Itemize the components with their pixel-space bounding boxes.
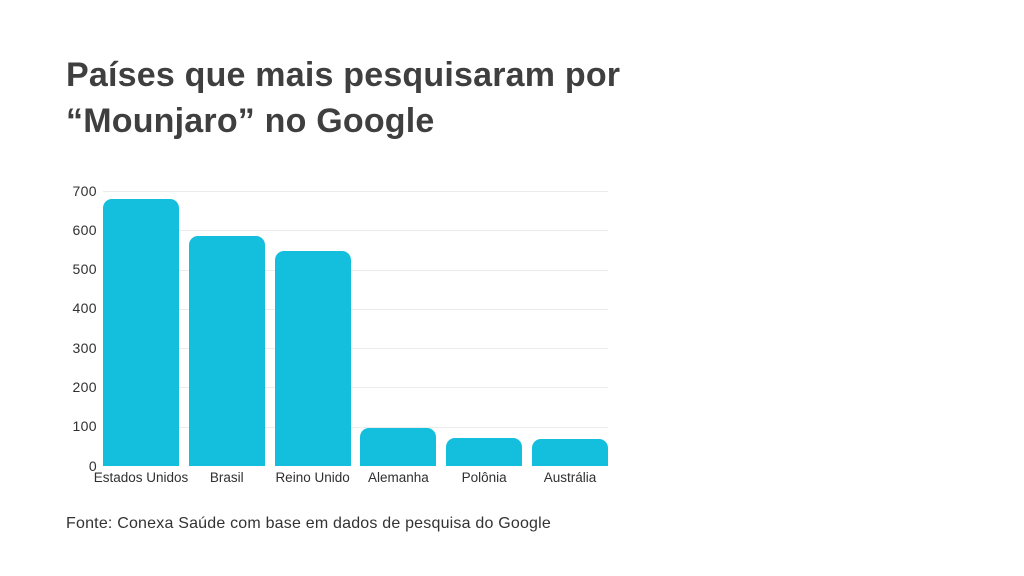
gridline-100: [103, 426, 608, 428]
x-tick-label-polonia: Polônia: [446, 470, 522, 485]
gridline-500: [103, 269, 608, 271]
x-axis: Estados Unidos Brasil Reino Unido Alemanha P…: [94, 470, 608, 485]
gridline-400: [103, 308, 608, 310]
x-tick-label-brasil: Brasil: [189, 470, 265, 485]
bar-brasil: [188, 236, 265, 466]
bars: [103, 191, 608, 466]
y-tick-label-0: 0: [88, 457, 97, 474]
x-tick-label-text: Polônia: [461, 470, 507, 485]
y-tick-label-200: 200: [72, 378, 97, 395]
gridline-200: [103, 387, 608, 389]
y-tick-label-400: 400: [72, 300, 97, 317]
y-tick-label-600: 600: [72, 221, 97, 238]
gridline-700: [103, 191, 608, 192]
y-tick-label-500: 500: [72, 261, 97, 278]
chart-title-line1: Países que mais pesquisaram por: [66, 56, 621, 94]
x-tick-label-alemanha: Alemanha: [360, 470, 436, 485]
x-tick-label-text: Brasil: [209, 470, 244, 485]
bar-alemanha: [360, 427, 437, 466]
plot-area: [103, 191, 608, 466]
x-tick-label-australia: Austrália: [532, 470, 608, 485]
gridline-300: [103, 348, 608, 350]
chart-title-line2: “Mounjaro” no Google: [66, 102, 435, 140]
bar-australia: [531, 438, 608, 466]
bar-reino-unido: [274, 250, 351, 466]
bar-estados-unidos: [103, 198, 179, 466]
x-tick-label-text: Alemanha: [367, 470, 429, 485]
x-tick-label-reino-unido: Reino Unido: [275, 470, 351, 485]
y-tick-label-300: 300: [72, 339, 97, 356]
chart-title: Países que mais pesquisaram por “Mounjar…: [66, 52, 620, 144]
bar-polonia: [446, 437, 523, 466]
x-tick-label-text: Austrália: [543, 470, 597, 485]
x-tick-label-text: Reino Unido: [275, 470, 350, 485]
y-tick-label-700: 700: [72, 182, 97, 199]
y-tick-label-100: 100: [72, 418, 97, 435]
x-tick-label-estados-unidos: Estados Unidos: [94, 470, 189, 485]
gridline-600: [103, 230, 608, 232]
source-note: Fonte: Conexa Saúde com base em dados de…: [66, 515, 552, 532]
x-tick-label-text: Estados Unidos: [93, 470, 189, 485]
y-axis: 0 100 200 300 400 500 600 700: [45, 183, 97, 474]
